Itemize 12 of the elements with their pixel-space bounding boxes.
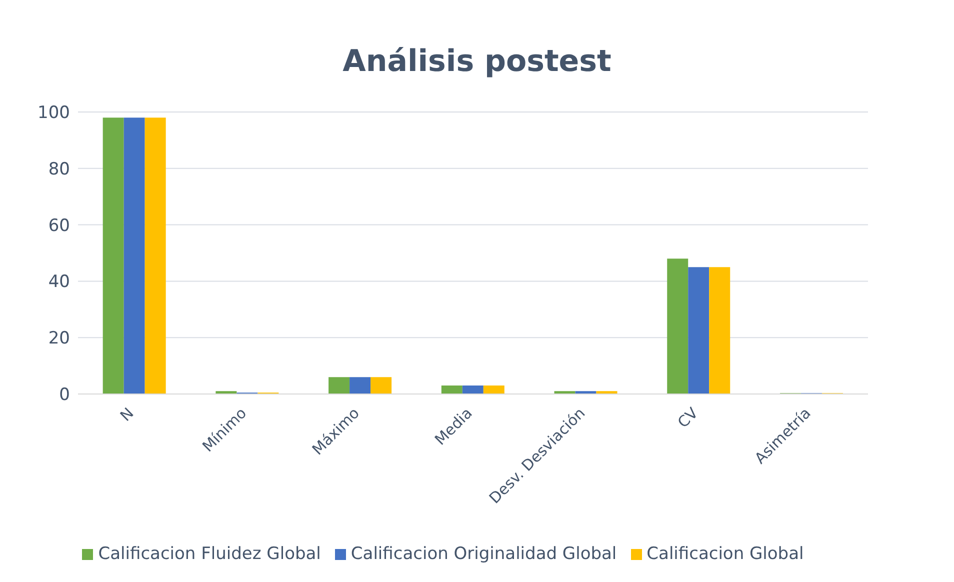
y-tick-label: 40 bbox=[48, 272, 70, 292]
legend-label: Calificacion Originalidad Global bbox=[350, 544, 617, 564]
y-tick-label: 0 bbox=[59, 385, 70, 406]
legend-label: Calificacion Global bbox=[646, 544, 804, 564]
chart-title: Análisis postest bbox=[342, 43, 612, 81]
legend-label: Calificacion Fluidez Global bbox=[97, 544, 321, 564]
y-tick-label: 80 bbox=[48, 159, 70, 180]
x-tick-label: CV bbox=[674, 404, 702, 432]
y-tick-label: 100 bbox=[38, 103, 70, 124]
y-tick-label: 20 bbox=[48, 328, 70, 349]
y-tick-label: 60 bbox=[48, 216, 70, 236]
x-tick-label: N bbox=[116, 404, 138, 425]
